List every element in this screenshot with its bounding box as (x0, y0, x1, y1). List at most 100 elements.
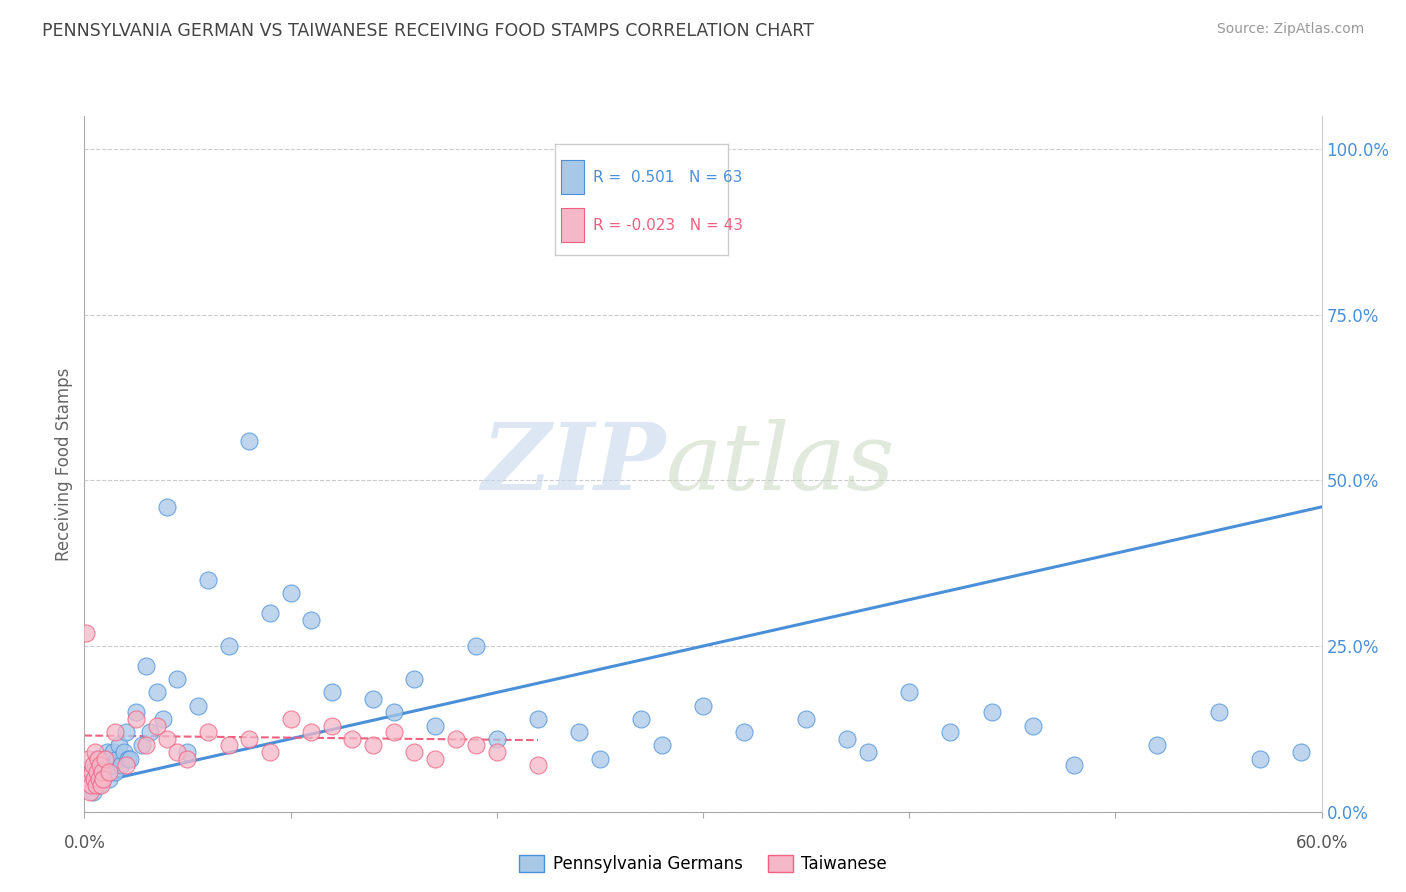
Legend: Pennsylvania Germans, Taiwanese: Pennsylvania Germans, Taiwanese (513, 848, 893, 880)
Point (94, 752, 117, 766)
Point (90, 772, 112, 786)
Point (187, 698, 209, 713)
Point (135, 659, 157, 673)
Point (87, 772, 110, 786)
Point (83, 772, 105, 786)
Point (94, 752, 117, 766)
Point (103, 745, 125, 759)
Point (1022, 718, 1045, 732)
Point (86, 752, 108, 766)
Point (100, 758, 122, 772)
Point (87, 778, 110, 792)
Point (176, 752, 198, 766)
Point (76, 772, 98, 786)
Point (197, 573, 219, 587)
Point (84, 778, 107, 792)
Point (280, 586, 302, 600)
Point (1249, 752, 1271, 766)
Point (87, 752, 110, 766)
Point (589, 752, 612, 766)
Point (79, 764, 101, 779)
Point (91, 758, 114, 772)
Text: 0.0%: 0.0% (63, 834, 105, 852)
Point (404, 672, 426, 686)
Point (114, 725, 136, 739)
Text: Source: ZipAtlas.com: Source: ZipAtlas.com (1216, 22, 1364, 37)
Point (630, 712, 652, 726)
Text: R = -0.023   N = 43: R = -0.023 N = 43 (593, 218, 742, 233)
Point (83, 772, 105, 786)
Point (197, 725, 219, 739)
Point (87, 764, 110, 779)
Point (118, 752, 141, 766)
Point (568, 725, 591, 739)
Point (104, 725, 127, 739)
Point (527, 712, 550, 726)
Point (299, 725, 322, 739)
Point (125, 712, 148, 726)
Text: PENNSYLVANIA GERMAN VS TAIWANESE RECEIVING FOOD STAMPS CORRELATION CHART: PENNSYLVANIA GERMAN VS TAIWANESE RECEIVI… (42, 22, 814, 40)
Point (98, 772, 121, 786)
Point (156, 500, 179, 514)
Point (79, 778, 101, 792)
Point (218, 739, 240, 753)
Point (1146, 739, 1168, 753)
Point (77, 752, 100, 766)
Point (342, 731, 364, 746)
Y-axis label: Receiving Food Stamps: Receiving Food Stamps (55, 368, 73, 560)
Point (238, 731, 260, 746)
Point (1289, 745, 1312, 759)
Point (82, 785, 104, 799)
Point (77, 778, 100, 792)
Point (105, 752, 128, 766)
Point (444, 731, 467, 746)
Point (82, 758, 104, 772)
Point (898, 685, 921, 699)
Point (238, 434, 260, 448)
Point (125, 706, 148, 720)
Point (166, 672, 188, 686)
Point (117, 752, 139, 766)
Point (321, 718, 343, 732)
Point (382, 706, 405, 720)
Point (465, 639, 488, 653)
Point (939, 725, 962, 739)
Point (89, 758, 111, 772)
Point (131, 739, 153, 753)
Point (91, 772, 114, 786)
Point (321, 685, 343, 699)
Point (112, 745, 135, 759)
Point (651, 739, 673, 753)
Point (259, 606, 281, 620)
Point (692, 698, 714, 713)
Point (218, 639, 240, 653)
Point (1063, 758, 1085, 772)
Point (110, 758, 132, 772)
Point (280, 712, 302, 726)
Bar (561, 161, 583, 194)
Point (361, 739, 384, 753)
Point (423, 718, 446, 732)
Point (1208, 706, 1230, 720)
Text: atlas: atlas (666, 419, 896, 508)
Point (404, 745, 426, 759)
Point (145, 718, 167, 732)
Point (135, 739, 157, 753)
Point (108, 739, 131, 753)
Point (485, 731, 508, 746)
Point (104, 764, 127, 779)
Point (259, 745, 281, 759)
Point (96, 745, 118, 759)
Text: ZIP: ZIP (482, 419, 666, 508)
Point (485, 745, 508, 759)
Point (794, 712, 817, 726)
Text: R =  0.501   N = 63: R = 0.501 N = 63 (593, 169, 742, 185)
Point (90, 764, 112, 779)
Point (83, 745, 105, 759)
Point (114, 758, 136, 772)
Text: 60.0%: 60.0% (1295, 834, 1348, 852)
Point (75, 625, 97, 640)
Point (156, 731, 179, 746)
Point (423, 752, 446, 766)
Point (79, 785, 101, 799)
